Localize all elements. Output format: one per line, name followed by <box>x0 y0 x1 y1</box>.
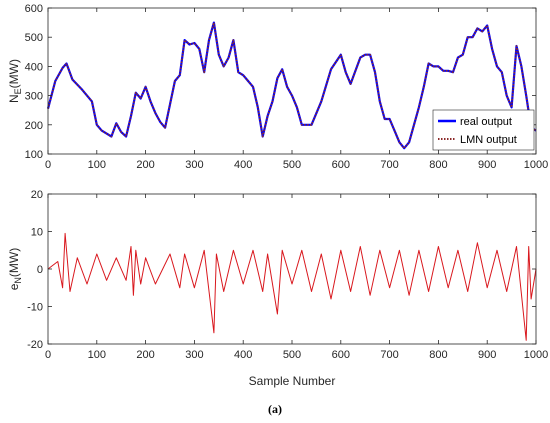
top-y-axis: 100 200 300 400 500 600 <box>25 3 536 161</box>
top-chart: 0 100 200 300 400 500 600 700 800 900 1000 1002003… <box>7 3 548 171</box>
bottom-y-axis: -20 -10 0 10 20 <box>27 189 536 351</box>
bottom-y-axis-label: eN(MW) <box>7 248 23 291</box>
bottom-x-tick-label: 1000 <box>524 349 548 361</box>
top-y-axis-label: NE(MW) <box>7 59 23 103</box>
bottom-x-tick-label: 800 <box>429 349 447 361</box>
bottom-x-tick-label: 400 <box>234 349 252 361</box>
bottom-x-tick-label: 0 <box>45 349 51 361</box>
bottom-y-tick-label: -10 <box>27 302 43 314</box>
bottom-x-tick-label: 300 <box>185 349 203 361</box>
top-x-tick-label: 600 <box>332 159 350 171</box>
top-x-tick-label: 900 <box>478 159 496 171</box>
top-x-tick-label: 700 <box>380 159 398 171</box>
bottom-plot-area <box>48 194 536 344</box>
top-y-tick-label: 500 <box>25 32 43 44</box>
top-series-layer <box>46 21 537 150</box>
top-series-line-1 <box>47 21 537 149</box>
bottom-x-tick-label: 100 <box>88 349 106 361</box>
top-x-tick-label: 400 <box>234 159 252 171</box>
bottom-series-layer <box>47 232 537 341</box>
bottom-x-tick-label: 700 <box>380 349 398 361</box>
bottom-x-axis-label: Sample Number <box>249 374 336 388</box>
top-y-tick-label: 600 <box>25 3 43 15</box>
bottom-chart: 0 100 200 300 400 500 600 700 800 900 1000 -20-100… <box>7 189 548 388</box>
bottom-x-tick-label: 900 <box>478 349 496 361</box>
legend-box <box>432 109 535 151</box>
top-x-axis: 0 100 200 300 400 500 600 700 800 900 1000 <box>45 8 548 171</box>
figure-caption: (a) <box>268 402 282 416</box>
bottom-y-tick-label: 10 <box>31 227 43 239</box>
bottom-y-tick-label: -20 <box>27 339 43 351</box>
legend-real-output-label: real output <box>460 116 512 128</box>
top-x-tick-label: 300 <box>185 159 203 171</box>
bottom-x-tick-label: 600 <box>332 349 350 361</box>
bottom-y-tick-label: 0 <box>37 264 43 276</box>
top-x-tick-label: 1000 <box>524 159 548 171</box>
top-x-tick-label: 200 <box>136 159 154 171</box>
top-x-tick-label: 100 <box>88 159 106 171</box>
legend-lmn-output-label: LMN output <box>460 134 517 146</box>
legend: real output LMN output <box>432 109 535 151</box>
top-x-tick-label: 0 <box>45 159 51 171</box>
top-y-tick-label: 100 <box>25 149 43 161</box>
bottom-x-tick-label: 200 <box>136 349 154 361</box>
top-y-tick-label: 400 <box>25 61 43 73</box>
bottom-series-line-0 <box>47 232 537 341</box>
top-y-tick-label: 200 <box>25 120 43 132</box>
top-y-tick-label: 300 <box>25 91 43 103</box>
bottom-x-tick-label: 500 <box>283 349 301 361</box>
top-x-tick-label: 800 <box>429 159 447 171</box>
bottom-x-axis: 0 100 200 300 400 500 600 700 800 900 1000 <box>45 194 548 361</box>
top-x-tick-label: 500 <box>283 159 301 171</box>
bottom-y-tick-label: 20 <box>31 189 43 201</box>
